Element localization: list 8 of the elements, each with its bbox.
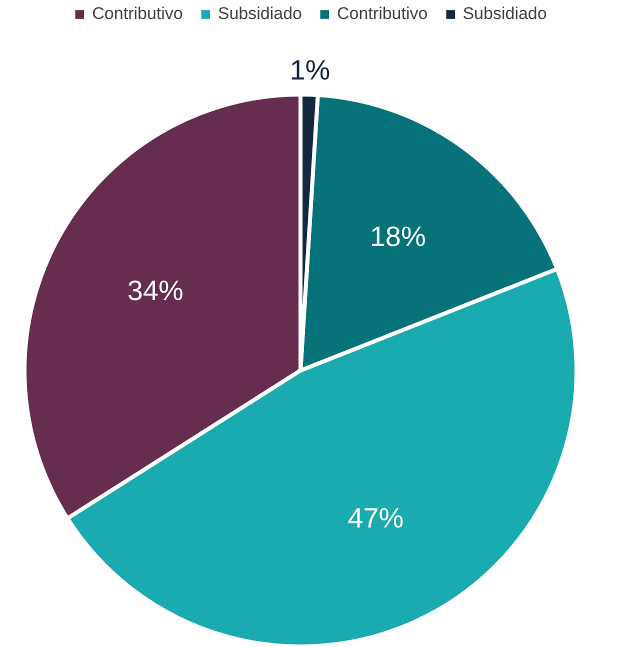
data-label: 1% — [290, 54, 330, 86]
legend-label: Subsidiado — [462, 4, 547, 24]
legend-label: Contributivo — [92, 4, 183, 24]
data-label: 18% — [370, 221, 426, 252]
legend-label: Subsidiado — [218, 4, 302, 24]
data-label: 34% — [127, 275, 184, 306]
data-label: 47% — [348, 502, 404, 534]
legend-label: Contributivo — [337, 4, 428, 24]
